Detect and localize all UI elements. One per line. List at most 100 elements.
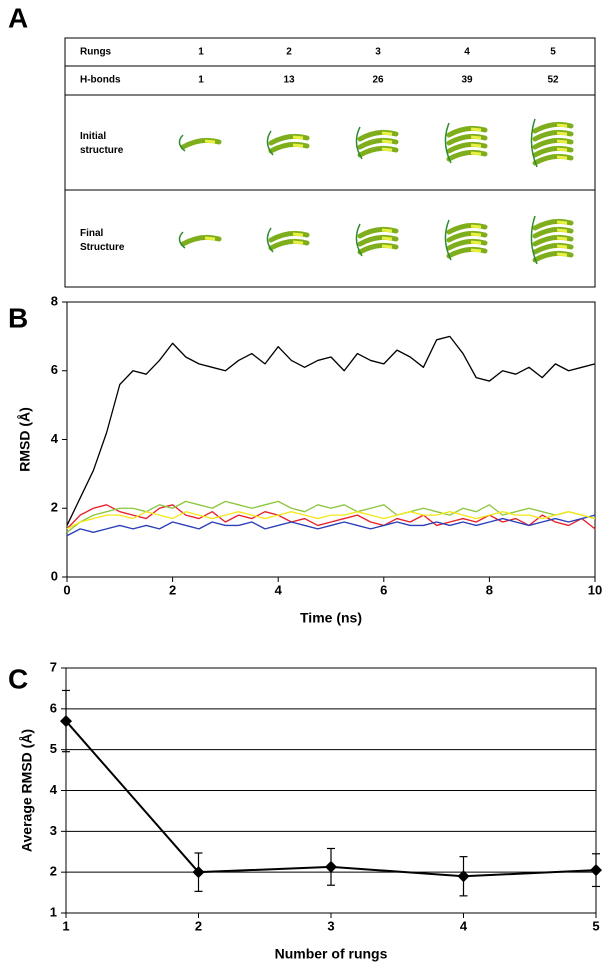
strand-highlight bbox=[292, 135, 304, 140]
x-tick-label: 4 bbox=[275, 582, 283, 597]
strand-highlight bbox=[470, 127, 482, 132]
y-axis-label: RMSD (Å) bbox=[17, 407, 33, 472]
strand bbox=[532, 129, 574, 142]
strand-highlight bbox=[556, 236, 568, 241]
x-tick-label: 10 bbox=[588, 582, 602, 597]
row-header: Initial structure bbox=[80, 131, 124, 156]
panel-label: C bbox=[8, 663, 28, 694]
row-header: Final Structure bbox=[80, 228, 125, 253]
strand bbox=[180, 137, 222, 150]
point-marker bbox=[325, 860, 337, 873]
strand bbox=[532, 218, 574, 231]
structure-image bbox=[178, 231, 222, 249]
strand bbox=[532, 137, 574, 150]
strand-highlight bbox=[292, 232, 304, 237]
strand bbox=[532, 226, 574, 239]
table-cell: 52 bbox=[547, 75, 559, 86]
strand-highlight bbox=[470, 248, 482, 253]
table-cell: 1 bbox=[198, 47, 204, 58]
x-tick-label: 5 bbox=[592, 918, 599, 933]
table-cell: 1 bbox=[198, 75, 204, 86]
strand bbox=[357, 129, 399, 142]
loop bbox=[355, 126, 363, 160]
table-cell: 5 bbox=[550, 47, 556, 58]
loop bbox=[444, 122, 452, 164]
y-tick-label: 5 bbox=[50, 741, 57, 756]
x-tick-label: 6 bbox=[380, 582, 387, 597]
strand bbox=[446, 230, 488, 243]
strand-highlight bbox=[292, 240, 304, 245]
strand-highlight bbox=[556, 244, 568, 249]
row-header: H-bonds bbox=[80, 75, 121, 86]
x-axis-label: Number of rungs bbox=[275, 946, 388, 962]
loop bbox=[355, 223, 363, 257]
structure-image bbox=[178, 134, 222, 152]
strand-highlight bbox=[470, 151, 482, 156]
plot: 0 2 4 6 8 0 2 4 6 8 10 Time (ns) RMSD (Å) bbox=[17, 293, 603, 625]
structure-image bbox=[444, 219, 488, 261]
y-axis-label: Average RMSD (Å) bbox=[19, 729, 35, 852]
strand-highlight bbox=[204, 236, 216, 241]
strand bbox=[268, 238, 310, 251]
strand-highlight bbox=[381, 131, 393, 136]
y-tick-label: 0 bbox=[51, 568, 58, 583]
loop bbox=[266, 130, 274, 156]
x-tick-label: 4 bbox=[460, 918, 468, 933]
y-tick-label: 6 bbox=[51, 362, 58, 377]
strand-highlight bbox=[381, 139, 393, 144]
y-tick-label: 4 bbox=[50, 782, 58, 797]
strand-highlight bbox=[381, 244, 393, 249]
panel-label: B bbox=[8, 302, 28, 333]
strand bbox=[446, 133, 488, 146]
structure-image bbox=[530, 118, 574, 168]
point-marker bbox=[457, 870, 470, 883]
x-tick-label: 3 bbox=[327, 918, 334, 933]
loop bbox=[444, 219, 452, 261]
strand bbox=[446, 222, 488, 235]
table bbox=[64, 37, 596, 288]
strand bbox=[446, 238, 488, 251]
y-tick-label: 2 bbox=[50, 864, 57, 879]
strand bbox=[532, 121, 574, 134]
x-tick-label: 1 bbox=[62, 918, 69, 933]
x-tick-label: 2 bbox=[195, 918, 202, 933]
table-cell: 39 bbox=[461, 75, 473, 86]
strand bbox=[357, 137, 399, 150]
strand-highlight bbox=[470, 143, 482, 148]
series-line bbox=[66, 500, 596, 533]
strand bbox=[268, 230, 310, 243]
strand-highlight bbox=[204, 139, 216, 144]
loop bbox=[178, 231, 186, 249]
strand bbox=[357, 145, 399, 158]
strand-highlight bbox=[470, 135, 482, 140]
series-line bbox=[66, 335, 596, 526]
strand-highlight bbox=[556, 228, 568, 233]
x-axis-label: Time (ns) bbox=[300, 610, 362, 626]
structure-image bbox=[355, 223, 399, 257]
strand-highlight bbox=[381, 228, 393, 233]
loop bbox=[530, 118, 538, 168]
strand bbox=[446, 141, 488, 154]
strand bbox=[532, 234, 574, 247]
point-marker bbox=[60, 715, 72, 728]
strand bbox=[357, 234, 399, 247]
series-line bbox=[66, 511, 596, 530]
point-marker bbox=[590, 864, 602, 877]
x-tick-label: 2 bbox=[169, 582, 176, 597]
strand-highlight bbox=[470, 224, 482, 229]
y-tick-label: 3 bbox=[50, 823, 57, 838]
table-cell: 13 bbox=[283, 75, 295, 86]
x-tick-label: 0 bbox=[63, 582, 70, 597]
table-cell: 2 bbox=[286, 47, 292, 58]
strand-highlight bbox=[556, 131, 568, 136]
y-tick-label: 1 bbox=[50, 904, 57, 919]
series-line bbox=[66, 514, 596, 537]
strand-highlight bbox=[381, 236, 393, 241]
strand-highlight bbox=[556, 252, 568, 257]
row-header: Rungs bbox=[80, 47, 112, 58]
strand-highlight bbox=[556, 147, 568, 152]
loop bbox=[530, 215, 538, 265]
strand bbox=[180, 234, 222, 247]
x-tick-label: 8 bbox=[486, 582, 493, 597]
